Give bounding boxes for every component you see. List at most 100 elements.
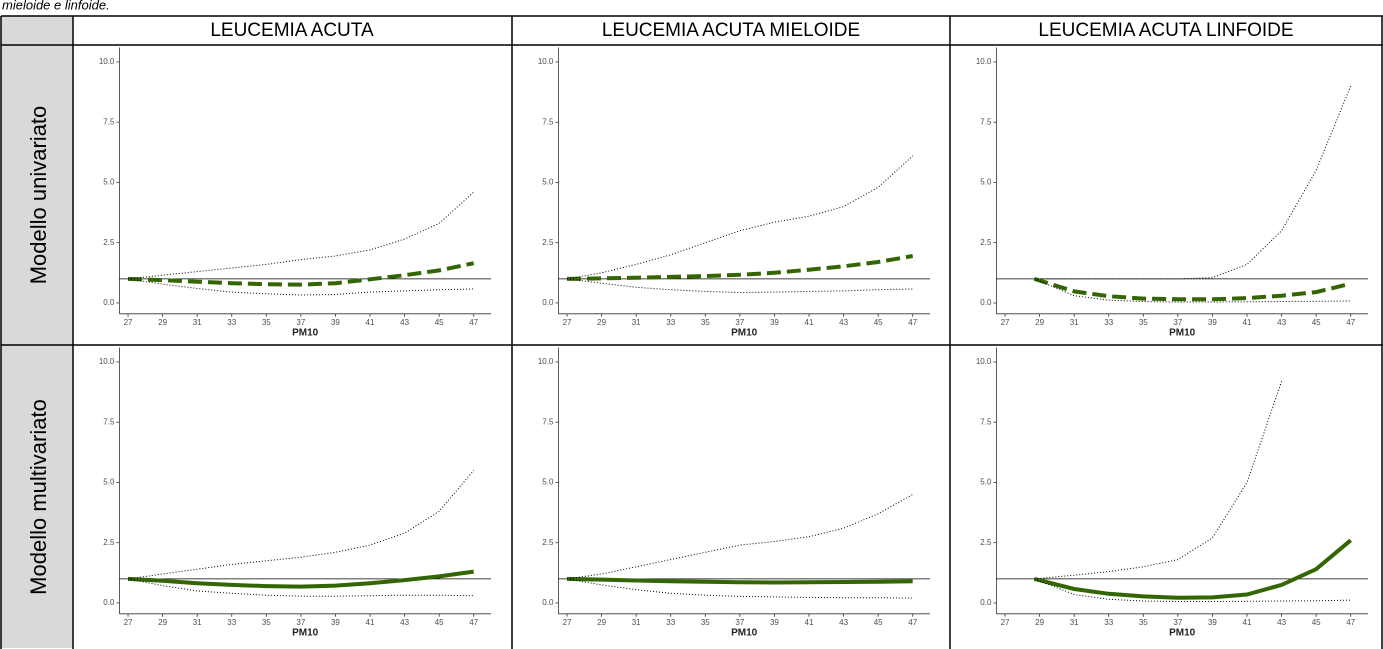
series-line [127, 261, 475, 287]
x-tick-label: 35 [701, 618, 710, 627]
x-tick-label: 33 [666, 618, 675, 627]
x-tick-label: 31 [632, 618, 641, 627]
y-tick-label: 0.0 [980, 298, 992, 307]
x-tick-label: 33 [227, 618, 236, 627]
x-tick-label: 29 [158, 618, 167, 627]
y-tick-label: 2.5 [980, 538, 992, 547]
y-tick-label: 0.0 [103, 598, 115, 607]
y-tick-label: 2.5 [542, 538, 554, 547]
x-tick-label: 41 [366, 318, 375, 327]
y-tick-label: 7.5 [103, 117, 115, 126]
x-tick-label: 43 [400, 618, 409, 627]
series-line [127, 569, 474, 589]
y-tick-label: 7.5 [103, 417, 115, 426]
x-tick-label: 37 [1173, 618, 1182, 627]
y-tick-label: 10.0 [538, 357, 554, 366]
x-tick-label: 43 [839, 618, 848, 627]
x-tick-label: 37 [735, 618, 744, 627]
x-axis-title: PM10 [292, 327, 319, 338]
x-tick-label: 39 [1208, 618, 1217, 627]
y-tick-label: 7.5 [980, 117, 992, 126]
x-tick-label: 35 [262, 618, 271, 627]
x-axis-title: PM10 [1169, 627, 1196, 638]
row-header: Modello multivariato [26, 399, 51, 595]
series-line [1034, 85, 1352, 280]
row-header: Modello univariato [26, 106, 51, 285]
x-tick-label: 39 [1208, 318, 1217, 327]
x-tick-label: 45 [874, 318, 883, 327]
series-line [127, 578, 474, 597]
x-tick-label: 35 [1139, 618, 1148, 627]
x-tick-label: 45 [435, 618, 444, 627]
x-tick-label: 35 [1139, 318, 1148, 327]
x-tick-label: 41 [1243, 618, 1252, 627]
x-tick-label: 31 [193, 318, 202, 327]
x-tick-label: 33 [1104, 318, 1113, 327]
y-tick-label: 7.5 [980, 417, 992, 426]
x-tick-label: 37 [735, 318, 744, 327]
series-line [1033, 276, 1352, 302]
y-tick-label: 0.0 [542, 298, 554, 307]
x-tick-label: 39 [770, 318, 779, 327]
x-tick-label: 45 [1312, 618, 1321, 627]
series-line [127, 470, 475, 580]
x-tick-label: 27 [563, 618, 572, 627]
series-line [566, 155, 914, 280]
series-line [566, 578, 913, 599]
y-tick-label: 0.0 [103, 298, 115, 307]
y-tick-label: 10.0 [976, 57, 992, 66]
y-tick-label: 2.5 [103, 238, 115, 247]
x-tick-label: 43 [400, 318, 409, 327]
series-line [566, 254, 914, 281]
x-tick-label: 29 [597, 318, 606, 327]
y-tick-label: 7.5 [542, 117, 554, 126]
x-tick-label: 29 [1035, 618, 1044, 627]
x-tick-label: 29 [1035, 318, 1044, 327]
x-axis-title: PM10 [292, 627, 319, 638]
x-tick-label: 39 [331, 618, 340, 627]
x-tick-label: 41 [1243, 318, 1252, 327]
x-tick-label: 27 [563, 318, 572, 327]
x-tick-label: 31 [193, 618, 202, 627]
series-line [1034, 278, 1351, 303]
x-tick-label: 43 [1277, 618, 1286, 627]
table-grid [0, 15, 1383, 649]
series-line [566, 278, 913, 294]
y-tick-label: 10.0 [99, 357, 115, 366]
column-header: LEUCEMIA ACUTA [210, 20, 374, 41]
x-tick-label: 37 [1173, 318, 1182, 327]
x-tick-label: 29 [158, 318, 167, 327]
y-tick-label: 5.0 [103, 178, 115, 187]
y-tick-label: 10.0 [538, 57, 554, 66]
series-line [566, 576, 913, 585]
y-tick-label: 2.5 [103, 538, 115, 547]
x-tick-label: 45 [435, 318, 444, 327]
y-tick-label: 7.5 [542, 417, 554, 426]
x-tick-label: 31 [632, 318, 641, 327]
x-tick-label: 39 [331, 318, 340, 327]
x-tick-label: 41 [366, 618, 375, 627]
y-tick-label: 5.0 [980, 178, 992, 187]
x-tick-label: 27 [124, 318, 133, 327]
series-line [566, 494, 913, 580]
y-tick-label: 10.0 [976, 357, 992, 366]
x-tick-label: 35 [701, 318, 710, 327]
y-tick-label: 2.5 [542, 238, 554, 247]
x-tick-label: 37 [296, 618, 305, 627]
y-tick-label: 5.0 [103, 478, 115, 487]
x-tick-label: 45 [874, 618, 883, 627]
x-axis-title: PM10 [1169, 327, 1196, 338]
x-tick-label: 35 [262, 318, 271, 327]
x-tick-label: 27 [124, 618, 133, 627]
x-tick-label: 43 [1277, 318, 1286, 327]
x-tick-label: 47 [1346, 318, 1355, 327]
y-tick-label: 5.0 [980, 478, 992, 487]
x-tick-label: 41 [805, 618, 814, 627]
x-tick-label: 39 [770, 618, 779, 627]
x-tick-label: 47 [469, 318, 478, 327]
column-header: LEUCEMIA ACUTA LINFOIDE [1038, 20, 1293, 41]
x-tick-label: 27 [1001, 318, 1010, 327]
caption: mieloide e linfoide. [2, 0, 110, 12]
x-tick-label: 33 [1104, 618, 1113, 627]
